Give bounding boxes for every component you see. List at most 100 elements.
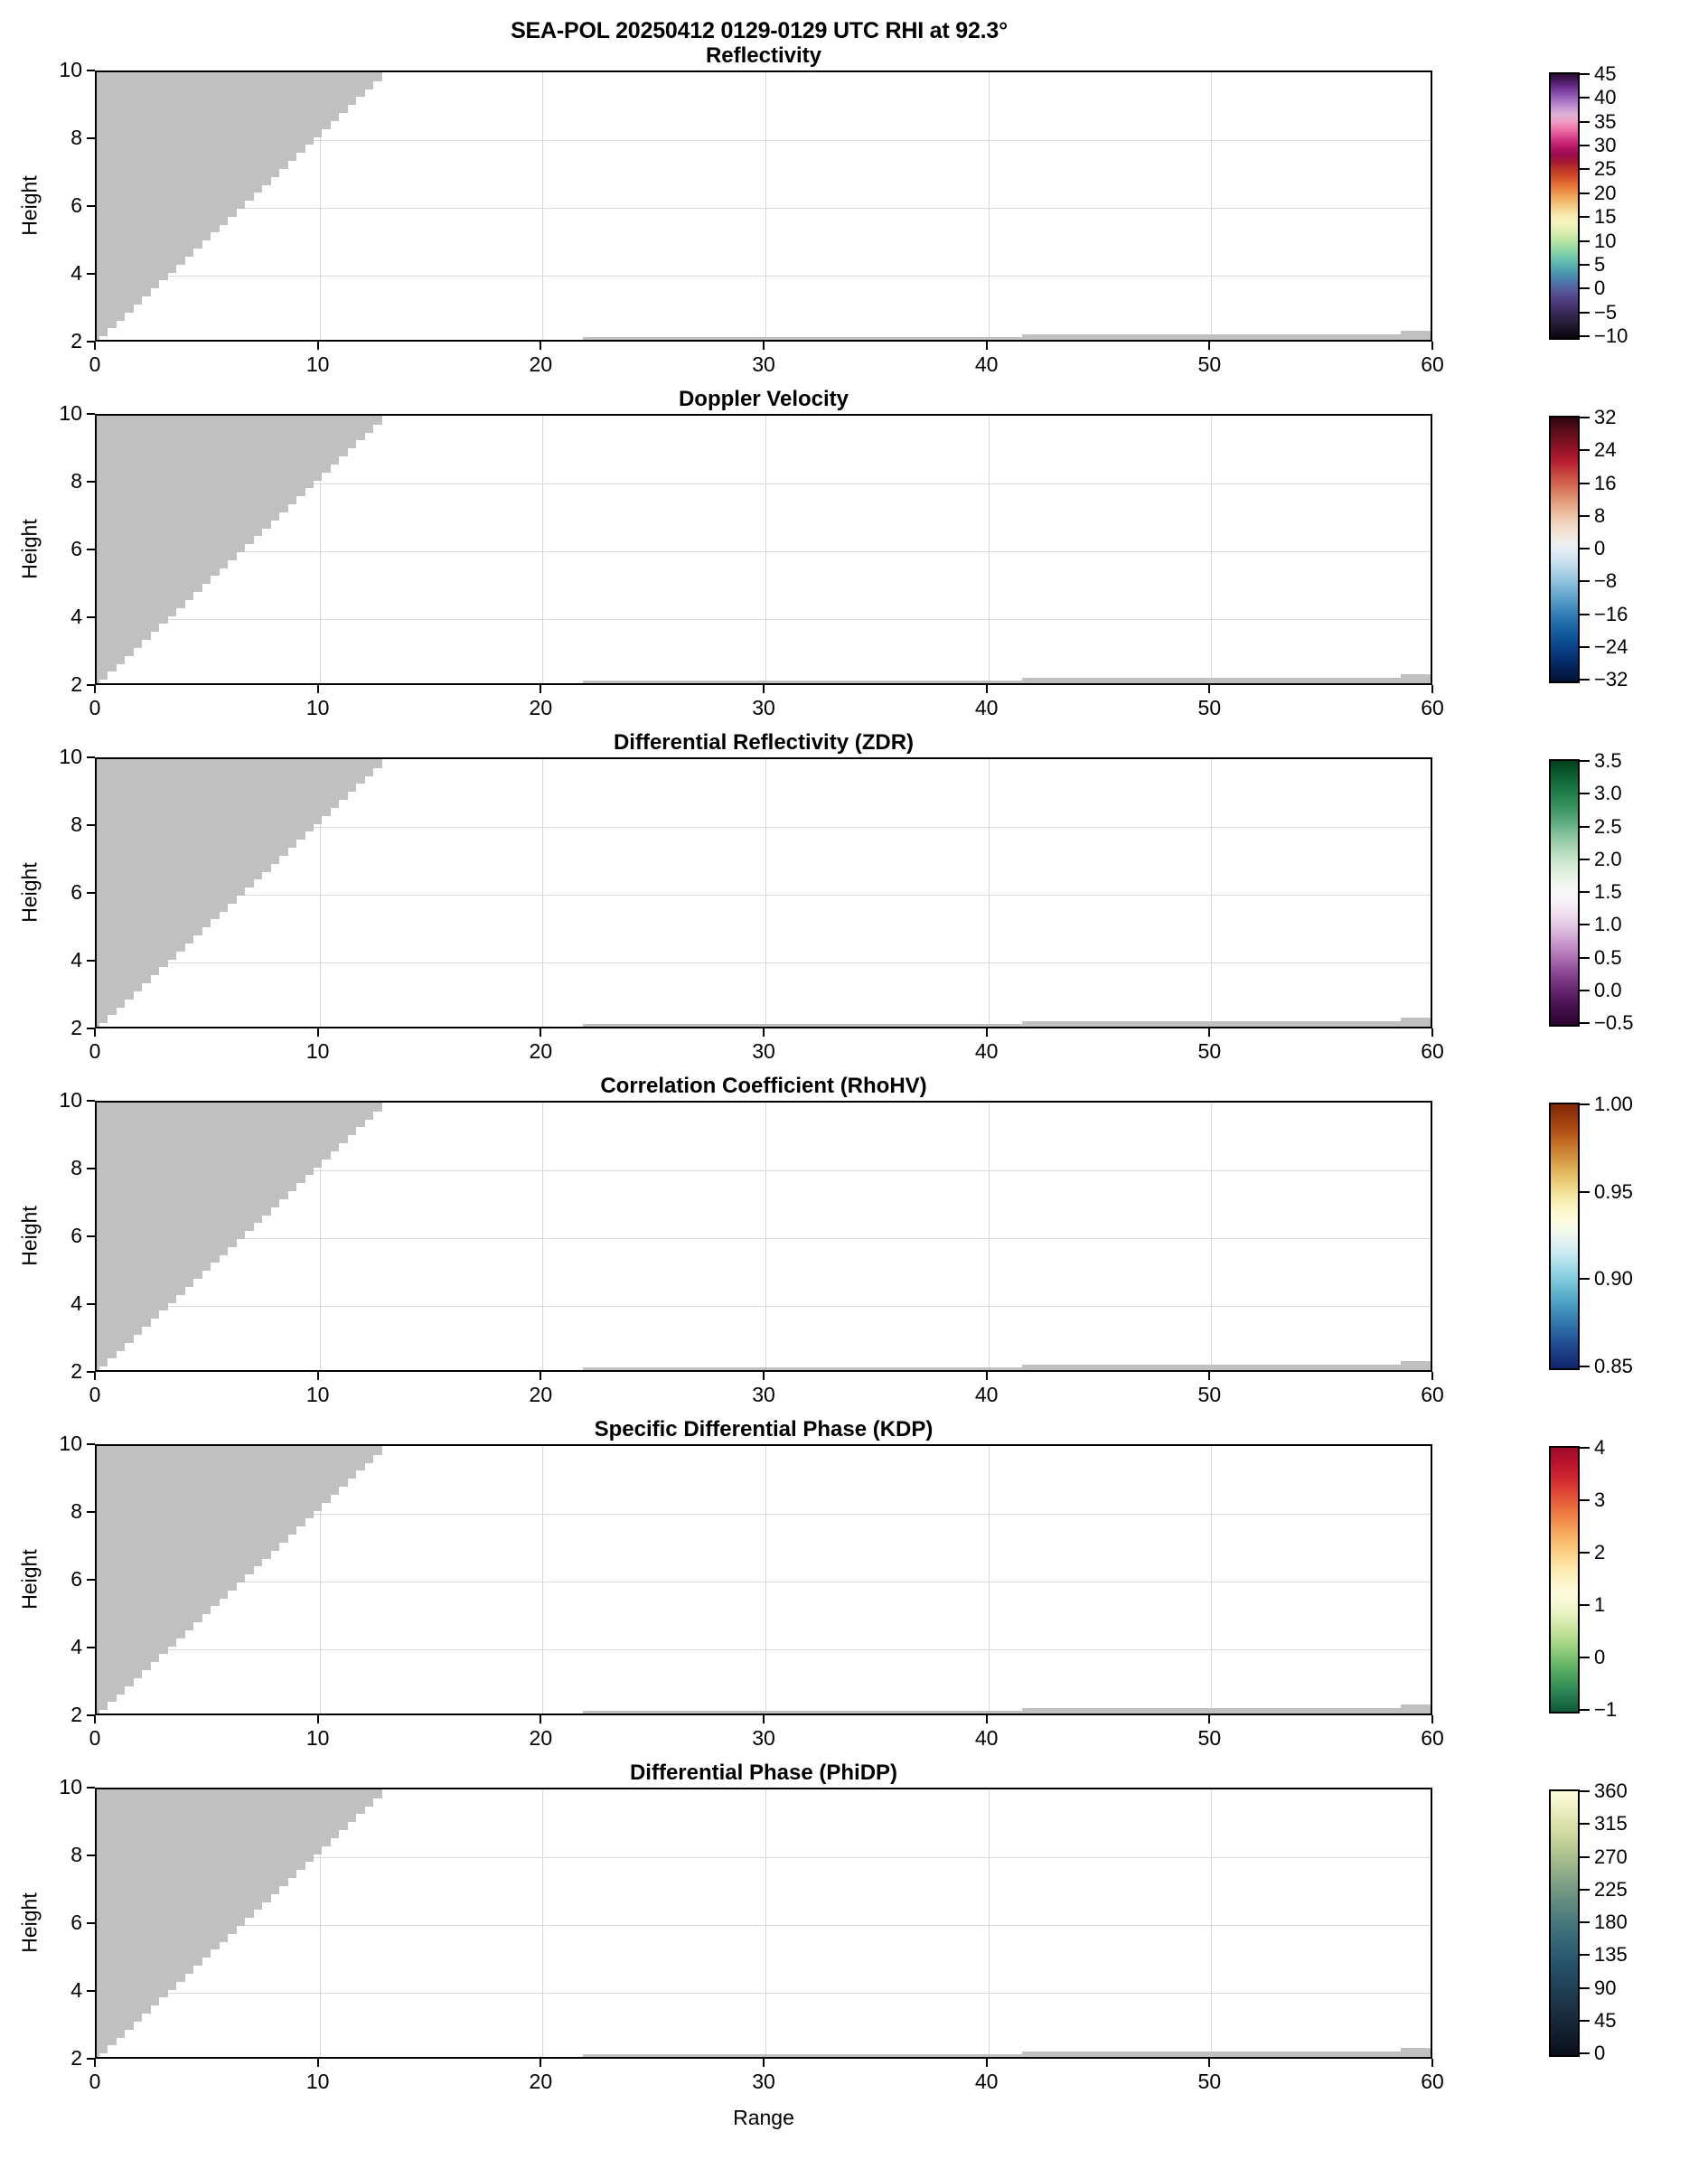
y-tick-mark — [87, 137, 95, 139]
masked-region — [97, 1869, 296, 1879]
masked-region — [97, 870, 263, 880]
x-tick-mark — [540, 685, 542, 693]
masked-region — [97, 215, 229, 225]
y-tick-mark — [87, 1714, 95, 1716]
gridline-horizontal — [97, 1514, 1431, 1515]
x-tick-label: 10 — [305, 352, 330, 376]
plot-area — [95, 1101, 1432, 1372]
x-tick-mark — [1431, 1715, 1433, 1723]
masked-region — [97, 1901, 263, 1911]
y-tick-mark — [87, 2058, 95, 2060]
masked-region — [97, 248, 194, 257]
y-axis-label: Height — [17, 862, 42, 923]
masked-region — [97, 1917, 246, 1926]
masked-region — [97, 152, 296, 162]
gridline-horizontal — [97, 827, 1431, 828]
colorbar-tick-label: 20 — [1594, 181, 1617, 204]
gridline-vertical — [988, 416, 990, 683]
masked-region — [97, 327, 108, 337]
colorbar-tick-mark — [1580, 1604, 1590, 1606]
y-tick-mark — [87, 341, 95, 343]
colorbar-tick-label: 3.0 — [1594, 782, 1622, 805]
colorbar-tick-mark — [1580, 825, 1590, 828]
masked-region — [97, 1957, 202, 1967]
masked-region — [97, 1310, 160, 1319]
masked-region — [97, 1254, 220, 1263]
y-tick-mark — [87, 756, 95, 758]
y-tick-mark — [87, 1990, 95, 1992]
masked-region — [97, 1357, 108, 1367]
plot-area — [95, 757, 1432, 1028]
masked-region — [97, 1829, 340, 1838]
masked-region — [97, 431, 365, 441]
masked-region — [97, 1669, 143, 1678]
colorbar-tick-label: 3 — [1594, 1488, 1606, 1511]
x-tick-label: 10 — [305, 1726, 330, 1750]
x-tick-label: 50 — [1197, 1383, 1222, 1406]
x-tick-mark — [763, 685, 765, 693]
masked-region — [97, 1214, 263, 1224]
masked-region — [97, 2028, 126, 2038]
masked-region — [97, 942, 185, 952]
y-tick-label: 4 — [70, 1635, 82, 1658]
masked-region — [97, 311, 126, 321]
x-tick-label: 50 — [1197, 696, 1222, 719]
gridline-vertical — [765, 759, 766, 1027]
colorbar-tick-mark — [1580, 514, 1590, 517]
colorbar-tick-label: −10 — [1594, 324, 1628, 347]
y-tick-label: 10 — [59, 1775, 82, 1798]
colorbar-tick-label: 0 — [1594, 1646, 1606, 1668]
masked-region — [97, 160, 288, 169]
y-tick-mark — [87, 1303, 95, 1305]
colorbar-label: dBZ — [1704, 188, 1708, 226]
colorbar-tick-label: 1.00 — [1594, 1093, 1633, 1115]
y-tick-label: 10 — [59, 401, 82, 425]
x-tick-mark — [540, 1715, 542, 1723]
y-tick-mark — [87, 1371, 95, 1373]
gridline-horizontal — [97, 1857, 1431, 1858]
colorbar-tick-label: −24 — [1594, 634, 1628, 658]
panel-title: Correlation Coefficient (RhoHV) — [600, 1074, 927, 1098]
colorbar-tick-mark — [1580, 956, 1590, 959]
panel-title: Differential Phase (PhiDP) — [629, 1761, 898, 1785]
masked-region — [97, 559, 229, 568]
colorbar-tick-mark — [1580, 989, 1590, 991]
x-tick-label: 50 — [1197, 1039, 1222, 1063]
gridline-horizontal — [97, 276, 1431, 277]
x-tick-mark — [1431, 1372, 1433, 1380]
masked-region — [1401, 1017, 1431, 1027]
masked-region — [1021, 2052, 1401, 2057]
masked-region — [97, 1589, 229, 1599]
panel-title: Reflectivity — [705, 43, 822, 68]
masked-region — [97, 1469, 357, 1479]
x-tick-mark — [94, 1715, 96, 1723]
colorbar-tick-label: −1 — [1594, 1698, 1618, 1721]
masked-region — [97, 200, 246, 209]
y-tick-mark — [87, 684, 95, 686]
colorbar-tick-mark — [1580, 97, 1590, 99]
colorbar-tick-mark — [1580, 120, 1590, 123]
masked-region — [97, 1965, 194, 1974]
colorbar-tick-mark — [1580, 793, 1590, 795]
masked-region — [97, 1301, 168, 1311]
masked-region — [97, 902, 229, 912]
y-tick-label: 6 — [70, 1567, 82, 1591]
colorbar-tick-label: 0 — [1594, 277, 1606, 300]
colorbar-tick-mark — [1580, 1709, 1590, 1711]
gridline-vertical — [765, 72, 766, 340]
masked-region — [97, 335, 99, 340]
masked-region — [97, 1948, 211, 1958]
x-tick-label: 30 — [752, 1383, 775, 1406]
gridline-vertical — [765, 1789, 766, 2057]
x-tick-mark — [1208, 342, 1211, 350]
masked-region — [97, 1142, 340, 1151]
colorbar-tick-label: 35 — [1594, 109, 1617, 133]
colorbar-tick-mark — [1580, 1103, 1590, 1105]
masked-region — [97, 806, 331, 816]
x-tick-mark — [94, 2059, 96, 2067]
colorbar — [1549, 416, 1580, 683]
masked-region — [97, 1582, 237, 1591]
masked-region — [97, 1230, 246, 1239]
masked-region — [97, 966, 160, 976]
masked-region — [97, 1006, 117, 1016]
